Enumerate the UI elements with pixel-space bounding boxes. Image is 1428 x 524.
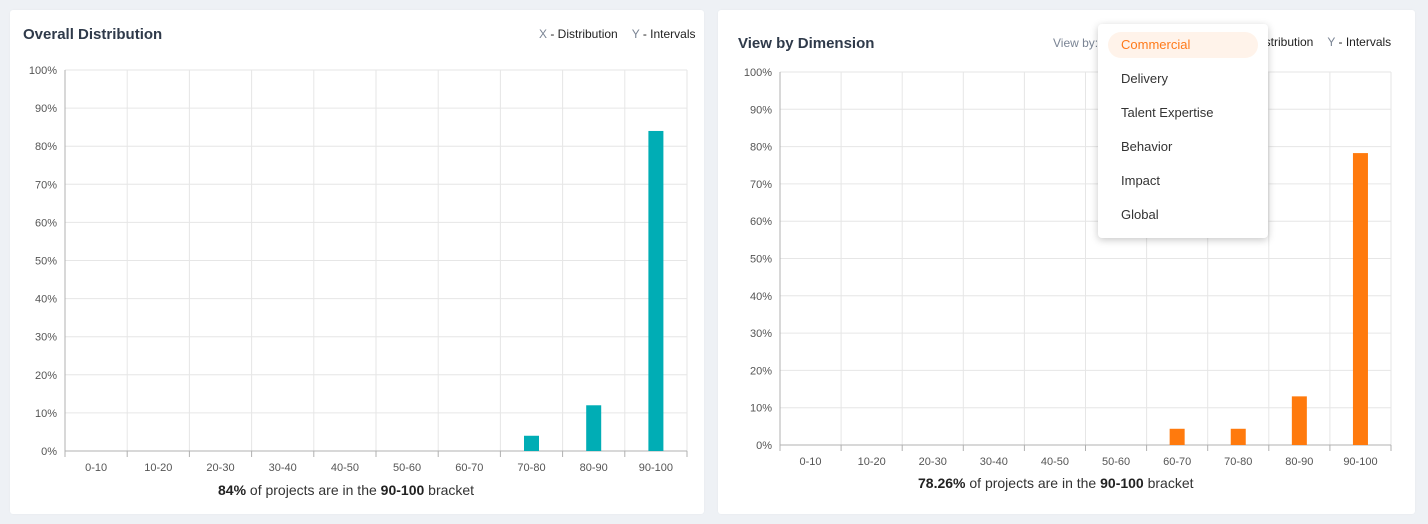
x-tick-label: 90-100: [1343, 456, 1377, 468]
x-tick-label: 90-100: [639, 462, 673, 474]
y-tick-label: 10%: [35, 408, 57, 420]
x-tick-label: 80-90: [580, 462, 608, 474]
y-tick-label: 0%: [41, 446, 57, 458]
bar: [586, 405, 602, 451]
summary-end: bracket: [1143, 475, 1194, 491]
view-by-dropdown-menu: Commercial Delivery Talent Expertise Beh…: [1098, 24, 1268, 238]
dropdown-option-talent-expertise[interactable]: Talent Expertise: [1121, 105, 1214, 120]
x-tick-label: 50-60: [393, 462, 421, 474]
legend-x-text: istribution: [1262, 35, 1314, 49]
bar: [1352, 153, 1368, 445]
x-tick-label: 10-20: [858, 456, 886, 468]
summary-mid: of projects are in the: [965, 475, 1101, 491]
x-tick-label: 70-80: [517, 462, 545, 474]
x-tick-label: 10-20: [144, 462, 172, 474]
x-tick-label: 20-30: [919, 456, 947, 468]
x-tick-label: 40-50: [1041, 456, 1069, 468]
dropdown-option-global[interactable]: Global: [1121, 207, 1159, 222]
y-tick-label: 0%: [756, 440, 772, 452]
y-tick-label: 50%: [750, 254, 772, 266]
x-tick-label: 80-90: [1285, 456, 1313, 468]
panel-title: View by Dimension: [738, 35, 875, 52]
y-tick-label: 100%: [29, 65, 57, 77]
summary-percent: 84%: [218, 482, 247, 498]
x-tick-label: 60-70: [455, 462, 483, 474]
y-tick-label: 30%: [750, 328, 772, 340]
y-tick-label: 100%: [744, 67, 772, 79]
y-tick-label: 10%: [750, 403, 772, 415]
axis-legend: istribution Y - Intervals: [1262, 35, 1391, 49]
y-tick-label: 80%: [750, 142, 772, 154]
summary-percent: 78.26%: [918, 475, 966, 491]
y-tick-label: 50%: [35, 256, 57, 268]
bar: [1291, 396, 1307, 445]
y-tick-label: 90%: [750, 104, 772, 116]
x-tick-label: 20-30: [206, 462, 234, 474]
x-tick-label: 70-80: [1224, 456, 1252, 468]
x-tick-label: 30-40: [980, 456, 1008, 468]
bar: [524, 435, 539, 451]
legend-y-key: Y: [1327, 35, 1336, 49]
y-tick-label: 70%: [750, 179, 772, 191]
summary-bracket: 90-100: [1100, 475, 1144, 491]
dropdown-option-commercial[interactable]: Commercial: [1108, 32, 1258, 58]
y-tick-label: 60%: [35, 217, 57, 229]
view-by-label: View by:: [1053, 36, 1099, 50]
legend-x-key: X: [539, 27, 548, 41]
bar: [1230, 428, 1246, 445]
bar: [648, 130, 664, 451]
dropdown-option-impact[interactable]: Impact: [1121, 173, 1161, 188]
y-tick-label: 20%: [35, 370, 57, 382]
y-tick-label: 30%: [35, 332, 57, 344]
x-tick-label: 0-10: [800, 456, 822, 468]
y-tick-label: 40%: [35, 294, 57, 306]
x-tick-label: 50-60: [1102, 456, 1130, 468]
legend-y-key: Y: [631, 27, 640, 41]
y-tick-label: 80%: [35, 141, 57, 153]
summary-bracket: 90-100: [380, 482, 425, 498]
panel-title: Overall Distribution: [23, 26, 163, 43]
legend-y-text: - Intervals: [639, 27, 696, 41]
dropdown-option-behavior[interactable]: Behavior: [1121, 139, 1173, 154]
legend-x-text: - Distribution: [547, 27, 618, 41]
summary-text: 84% of projects are in the 90-100 bracke…: [218, 482, 474, 498]
summary-mid: of projects are in the: [246, 482, 381, 498]
legend-y-text: - Intervals: [1335, 35, 1392, 49]
bar: [1169, 428, 1185, 445]
x-tick-label: 30-40: [269, 462, 297, 474]
dropdown-option-delivery[interactable]: Delivery: [1121, 71, 1168, 86]
x-tick-label: 40-50: [331, 462, 359, 474]
axis-legend: X - Distribution Y - Intervals: [539, 27, 696, 41]
x-tick-label: 60-70: [1163, 456, 1191, 468]
y-tick-label: 40%: [750, 291, 772, 303]
y-tick-label: 60%: [750, 216, 772, 228]
y-tick-label: 70%: [35, 179, 57, 191]
y-tick-label: 90%: [35, 103, 57, 115]
summary-end: bracket: [424, 482, 475, 498]
x-tick-label: 0-10: [85, 462, 107, 474]
y-tick-label: 20%: [750, 365, 772, 377]
summary-text: 78.26% of projects are in the 90-100 bra…: [918, 475, 1194, 491]
